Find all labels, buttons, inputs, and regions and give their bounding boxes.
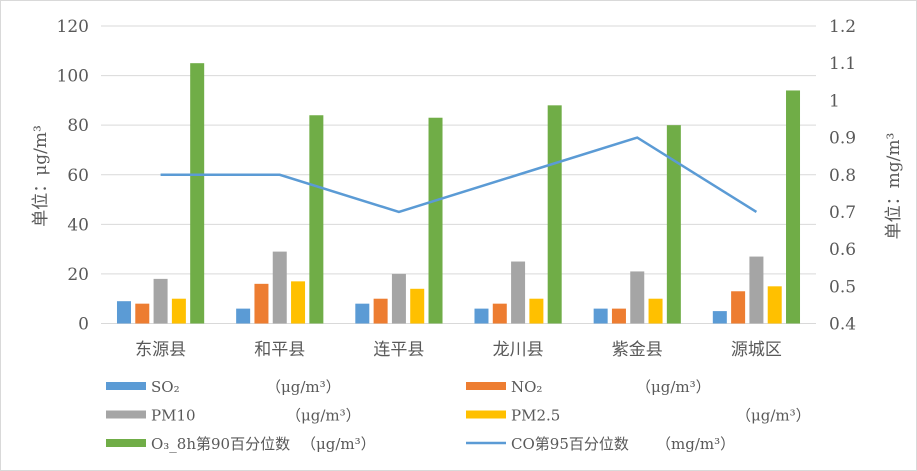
legend-unit: （μg/m³） [736,407,811,425]
y2-tick-label: 0.5 [829,277,856,297]
bar [135,303,150,324]
bar [391,273,406,324]
bar [291,281,306,324]
legend-label: PM10 [151,407,196,425]
bar [492,303,507,324]
y2-axis-label: 单位：mg/m³ [884,133,904,240]
y2-tick-label: 1.2 [829,17,856,37]
bar [648,298,663,324]
y-tick-label: 60 [67,166,89,186]
co-line [160,136,758,214]
x-tick-label: 紫金县 [612,340,663,360]
y-tick-label: 0 [78,315,89,335]
bar [731,291,746,324]
bar [272,251,287,324]
bar [410,288,425,324]
bar [254,283,269,324]
bar [666,125,681,324]
bar [767,286,782,324]
bar [712,311,727,324]
legend-swatch [106,382,146,390]
y2-tick-label: 0.9 [829,129,856,149]
bar [593,308,608,324]
y-tick-label: 80 [67,116,89,136]
legend-unit: （mg/m³） [656,435,735,453]
y2-tick-label: 1 [829,91,840,111]
bar [309,115,324,324]
bar [511,261,526,324]
bar [153,278,168,324]
legend-label: PM2.5 [511,407,560,425]
x-tick-label: 龙川县 [493,340,544,360]
bar [749,256,764,324]
bar [373,298,388,324]
bar [171,298,186,324]
y2-tick-label: 0.4 [829,315,856,335]
y-axis-label: 单位：μg/m³ [31,125,51,227]
legend-label: O₃_8h第90百分位数 [151,435,290,453]
bar [474,308,489,324]
bar [786,90,801,324]
legend-unit: （μg/m³） [301,435,376,453]
legend-swatch [106,410,146,419]
legend-unit: （μg/m³） [266,378,341,396]
x-tick-label: 源城区 [731,340,782,360]
y2-tick-label: 1.1 [829,54,856,74]
y2-tick-label: 0.8 [829,166,856,186]
y-tick-label: 40 [67,215,89,235]
bar [630,271,645,324]
bar [547,105,562,324]
legend-swatch [466,382,506,390]
y2-tick-label: 0.6 [829,240,856,260]
bar [611,308,626,324]
x-tick-label: 连平县 [373,340,424,360]
legend-unit: （μg/m³） [286,407,361,425]
bar [428,117,443,324]
y-tick-label: 100 [57,67,89,87]
y-tick-label: 20 [67,265,89,285]
legend-label: NO₂ [511,378,542,396]
y-tick-label: 120 [57,17,89,37]
legend-swatch [466,410,506,419]
y2-tick-label: 0.7 [829,203,856,223]
bar [355,303,370,324]
bar [529,298,544,324]
bar [190,63,205,324]
x-tick-label: 和平县 [254,340,305,360]
bar [236,308,251,324]
bar [116,301,131,324]
x-tick-label: 东源县 [135,340,186,360]
legend-unit: （μg/m³） [636,378,711,396]
legend-swatch [106,439,146,447]
legend-label: SO₂ [151,378,180,396]
legend-label: CO第95百分位数 [511,435,629,453]
